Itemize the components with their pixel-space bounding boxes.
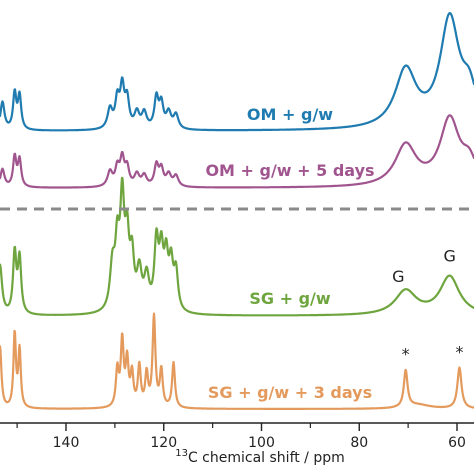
series-label-1: OM + g/w <box>247 105 333 124</box>
x-tick-label-120: 120 <box>150 435 177 451</box>
series-label-4: SG + g/w + 3 days <box>208 383 372 402</box>
x-axis-ticks: 140 120 100 80 60 <box>16 423 466 451</box>
peak-annotations: G G * * <box>392 247 463 364</box>
x-tick-label-60: 60 <box>448 435 466 451</box>
x-tick-label-80: 80 <box>350 435 368 451</box>
peak-annotation-3: * <box>402 345 410 364</box>
spectra-traces <box>0 12 474 410</box>
spectrum-trace-3 <box>0 176 474 317</box>
x-axis-label-text: C chemical shift / ppm <box>188 450 345 466</box>
x-axis-label-superscript: 13 <box>175 448 188 459</box>
series-label-3: SG + g/w <box>249 289 331 308</box>
x-tick-label-100: 100 <box>248 435 275 451</box>
spectrum-trace-4 <box>0 312 474 410</box>
series-labels: OM + g/w OM + g/w + 5 days SG + g/w SG + g/… <box>205 105 374 402</box>
peak-annotation-4: * <box>455 342 463 361</box>
peak-annotation-2: G <box>443 247 455 266</box>
peak-annotation-1: G <box>392 267 404 286</box>
series-label-2: OM + g/w + 5 days <box>205 161 374 180</box>
x-axis-label: 13C chemical shift / ppm <box>175 448 345 466</box>
x-tick-label-140: 140 <box>53 435 80 451</box>
spectrum-trace-1 <box>0 12 474 132</box>
spectrum-trace-2 <box>0 114 474 189</box>
